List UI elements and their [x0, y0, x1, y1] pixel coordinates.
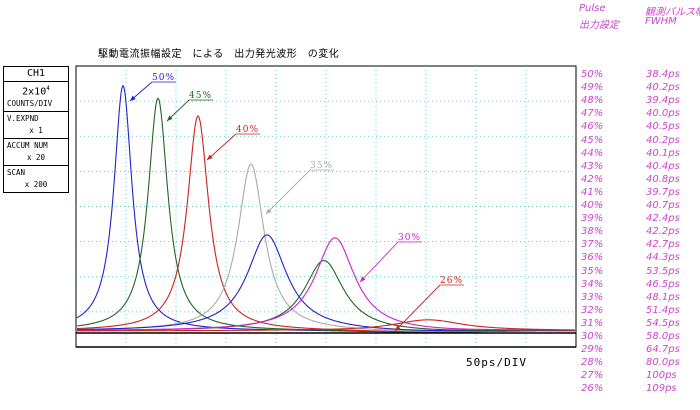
waveform-6 [76, 237, 576, 331]
table-setting-9: 41% [581, 186, 604, 198]
scan-label: SCAN [7, 168, 26, 178]
scan-cell: SCAN x 200 [4, 166, 68, 192]
table-fwhm-1: 40.2ps [646, 82, 680, 94]
table-setting-11: 39% [581, 213, 604, 225]
accum-cell: ACCUM NUM x 20 [4, 139, 68, 167]
series-label-5: 26% [440, 276, 463, 286]
table-setting-16: 34% [581, 278, 604, 290]
table-setting-13: 37% [581, 239, 604, 251]
scan-value: x 200 [24, 180, 48, 190]
table-fwhm-15: 53.5ps [646, 265, 680, 277]
table-fwhm-9: 39.7ps [646, 186, 680, 198]
sensitivity-cell: 2x104 COUNTS/DIV [4, 82, 68, 113]
label-arrow-5 [394, 284, 441, 332]
label-arrow-4 [359, 241, 399, 283]
table-setting-5: 45% [581, 134, 604, 146]
table-fwhm-18: 51.4ps [646, 304, 680, 316]
table-setting-6: 44% [581, 147, 604, 159]
table-setting-20: 30% [581, 331, 604, 342]
table-setting-23: 27% [581, 370, 604, 382]
table-setting-0: 50% [581, 69, 604, 80]
label-arrowhead-0 [130, 95, 136, 101]
vexpand-label: V.EXPND [7, 114, 39, 124]
sensitivity-exponent: 4 [46, 85, 50, 92]
time-scale-label: 50ps/DIV [466, 356, 527, 369]
table-fwhm-4: 40.5ps [646, 121, 680, 133]
table-fwhm-21: 64.7ps [646, 344, 680, 356]
label-arrowhead-4 [360, 276, 366, 282]
table-setting-18: 32% [581, 304, 604, 316]
table-fwhm-5: 40.2ps [646, 134, 680, 146]
channel-label: CH1 [4, 67, 68, 82]
table-fwhm-16: 46.5ps [646, 278, 680, 290]
vexpand-value: x 1 [29, 126, 43, 136]
table-setting-1: 49% [581, 82, 604, 94]
sensitivity-unit: COUNTS/DIV [7, 99, 53, 109]
series-label-4: 30% [398, 233, 421, 243]
header-pulse: Pulse [579, 3, 606, 14]
vexpand-cell: V.EXPND x 1 [4, 112, 68, 140]
table-setting-7: 43% [581, 160, 604, 172]
table-fwhm-10: 40.7ps [646, 200, 680, 211]
header-fwhm: FWHM [645, 16, 677, 27]
table-setting-12: 38% [581, 226, 604, 238]
table-fwhm-7: 40.4ps [646, 160, 680, 172]
label-arrowhead-5 [395, 325, 401, 331]
series-label-2: 40% [236, 125, 259, 135]
table-fwhm-12: 42.2ps [646, 226, 680, 238]
table-setting-14: 36% [581, 252, 604, 264]
label-arrowhead-1 [167, 115, 173, 121]
table-fwhm-11: 42.4ps [646, 213, 680, 225]
table-fwhm-0: 38.4ps [646, 69, 680, 80]
table-setting-3: 47% [581, 108, 604, 120]
table-setting-10: 40% [581, 200, 604, 211]
table-fwhm-20: 58.0ps [646, 331, 680, 342]
table-fwhm-2: 39.4ps [646, 95, 680, 107]
accum-value: x 20 [26, 153, 46, 163]
table-fwhm-19: 54.5ps [646, 317, 680, 329]
label-arrow-3 [265, 169, 311, 215]
table-setting-8: 42% [581, 173, 604, 185]
label-arrowhead-2 [207, 154, 213, 160]
accum-label: ACCUM NUM [7, 141, 48, 151]
table-fwhm-6: 40.1ps [646, 147, 680, 159]
table-fwhm-24: 109ps [646, 383, 677, 395]
header-output-setting: 出力設定 [579, 20, 619, 31]
table-fwhm-23: 100ps [646, 370, 677, 382]
chart-title: 駆動電流振幅設定 による 出力発光波形 の変化 [98, 49, 340, 60]
series-label-0: 50% [152, 73, 175, 83]
table-fwhm-22: 80.0ps [646, 357, 680, 369]
header-pulse-width: 観測パルス幅 [645, 7, 700, 18]
waveform-7 [76, 319, 576, 332]
settings-panel: CH1 2x104 COUNTS/DIV V.EXPND x 1 ACCUM N… [3, 66, 69, 194]
table-setting-17: 33% [581, 291, 604, 303]
table-fwhm-17: 48.1ps [646, 291, 680, 303]
table-fwhm-13: 42.7ps [646, 239, 680, 251]
table-setting-15: 35% [581, 265, 604, 277]
table-setting-22: 28% [581, 357, 604, 369]
table-fwhm-3: 40.0ps [646, 108, 680, 120]
table-setting-21: 29% [581, 344, 604, 356]
series-label-3: 35% [310, 161, 333, 171]
sensitivity-value: 2x10 [22, 86, 47, 98]
table-setting-24: 26% [581, 383, 604, 395]
series-label-1: 45% [189, 91, 212, 101]
table-fwhm-14: 44.3ps [646, 252, 680, 264]
label-arrowhead-3 [266, 208, 272, 214]
table-setting-19: 31% [581, 317, 604, 329]
label-arrow-2 [206, 133, 237, 161]
table-fwhm-8: 40.8ps [646, 173, 680, 185]
table-setting-4: 46% [581, 121, 604, 133]
table-setting-2: 48% [581, 95, 604, 107]
